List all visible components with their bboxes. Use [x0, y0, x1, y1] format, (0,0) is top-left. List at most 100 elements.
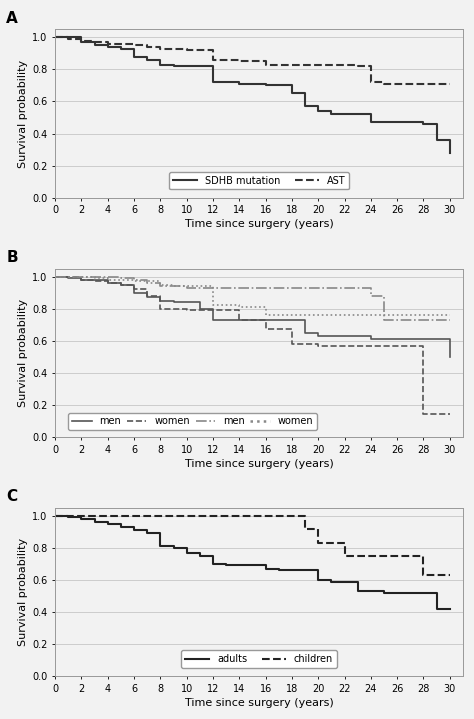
Y-axis label: Survival probability: Survival probability	[18, 60, 28, 168]
SDHB mutation	[145, 52, 150, 61]
AST	[447, 80, 453, 88]
AST	[355, 60, 361, 69]
Y-axis label: Survival probability: Survival probability	[18, 298, 28, 407]
SDHB mutation	[105, 42, 110, 51]
SDHB mutation	[315, 107, 321, 116]
SDHB mutation	[65, 33, 71, 42]
AST	[315, 60, 321, 69]
SDHB mutation	[52, 33, 58, 42]
AST	[157, 45, 163, 53]
Line: SDHB mutation: SDHB mutation	[55, 37, 450, 153]
AST	[381, 78, 387, 86]
SDHB mutation	[289, 81, 295, 90]
AST	[263, 57, 268, 65]
Text: AST:: AST:	[227, 418, 247, 428]
X-axis label: Time since surgery (years): Time since surgery (years)	[185, 459, 333, 469]
SDHB mutation	[302, 102, 308, 111]
AST	[105, 40, 110, 48]
AST	[210, 55, 216, 64]
SDHB mutation	[184, 62, 190, 70]
SDHB mutation	[355, 110, 361, 119]
AST	[355, 62, 361, 70]
Legend: men, women, men, women: men, women, men, women	[68, 413, 317, 431]
AST	[157, 42, 163, 51]
AST	[92, 36, 98, 45]
SDHB mutation	[434, 136, 439, 145]
SDHB mutation	[65, 33, 71, 42]
AST	[434, 80, 439, 88]
AST	[237, 57, 242, 65]
SDHB mutation	[118, 42, 124, 51]
SDHB mutation	[210, 78, 216, 86]
Text: B: B	[6, 250, 18, 265]
AST	[92, 38, 98, 47]
SDHB mutation	[342, 110, 347, 119]
AST	[210, 46, 216, 55]
SDHB mutation	[184, 62, 190, 70]
AST	[79, 36, 84, 45]
SDHB mutation	[131, 52, 137, 61]
SDHB mutation	[79, 33, 84, 42]
AST	[342, 60, 347, 69]
SDHB mutation	[315, 102, 321, 111]
SDHB mutation	[368, 110, 374, 119]
AST	[420, 80, 426, 88]
AST	[381, 80, 387, 88]
AST	[65, 33, 71, 42]
AST	[184, 46, 190, 55]
SDHB mutation	[434, 119, 439, 128]
SDHB mutation	[171, 62, 176, 70]
AST	[368, 62, 374, 70]
AST	[368, 78, 374, 86]
X-axis label: Time since surgery (years): Time since surgery (years)	[185, 219, 333, 229]
AST	[145, 42, 150, 51]
AST	[105, 38, 110, 47]
SDHB mutation	[447, 136, 453, 145]
Line: AST: AST	[55, 37, 450, 84]
SDHB mutation	[342, 110, 347, 119]
Text: C: C	[6, 490, 18, 505]
SDHB mutation	[171, 60, 176, 69]
SDHB mutation	[420, 119, 426, 128]
SDHB mutation	[237, 78, 242, 86]
Text: SDHB:: SDHB:	[72, 418, 103, 428]
SDHB mutation	[118, 45, 124, 53]
AST	[289, 60, 295, 69]
SDHB mutation	[263, 81, 268, 90]
SDHB mutation	[447, 149, 453, 157]
AST	[420, 80, 426, 88]
SDHB mutation	[328, 110, 334, 119]
AST	[184, 45, 190, 53]
SDHB mutation	[131, 45, 137, 53]
SDHB mutation	[355, 110, 361, 119]
SDHB mutation	[145, 55, 150, 64]
AST	[263, 60, 268, 69]
AST	[79, 35, 84, 43]
AST	[52, 33, 58, 42]
X-axis label: Time since surgery (years): Time since surgery (years)	[185, 698, 333, 708]
SDHB mutation	[263, 80, 268, 88]
SDHB mutation	[157, 55, 163, 64]
SDHB mutation	[289, 89, 295, 98]
SDHB mutation	[79, 38, 84, 47]
SDHB mutation	[157, 60, 163, 69]
Y-axis label: Survival probability: Survival probability	[18, 538, 28, 646]
AST	[315, 60, 321, 69]
AST	[131, 40, 137, 48]
AST	[145, 41, 150, 50]
AST	[131, 41, 137, 50]
Text: A: A	[6, 11, 18, 26]
SDHB mutation	[368, 118, 374, 127]
SDHB mutation	[92, 41, 98, 50]
SDHB mutation	[92, 38, 98, 47]
SDHB mutation	[328, 107, 334, 116]
AST	[447, 80, 453, 88]
SDHB mutation	[210, 62, 216, 70]
AST	[434, 80, 439, 88]
AST	[342, 60, 347, 69]
Legend: SDHB mutation, AST: SDHB mutation, AST	[169, 172, 349, 189]
AST	[289, 60, 295, 69]
SDHB mutation	[420, 118, 426, 127]
SDHB mutation	[105, 41, 110, 50]
AST	[118, 40, 124, 48]
